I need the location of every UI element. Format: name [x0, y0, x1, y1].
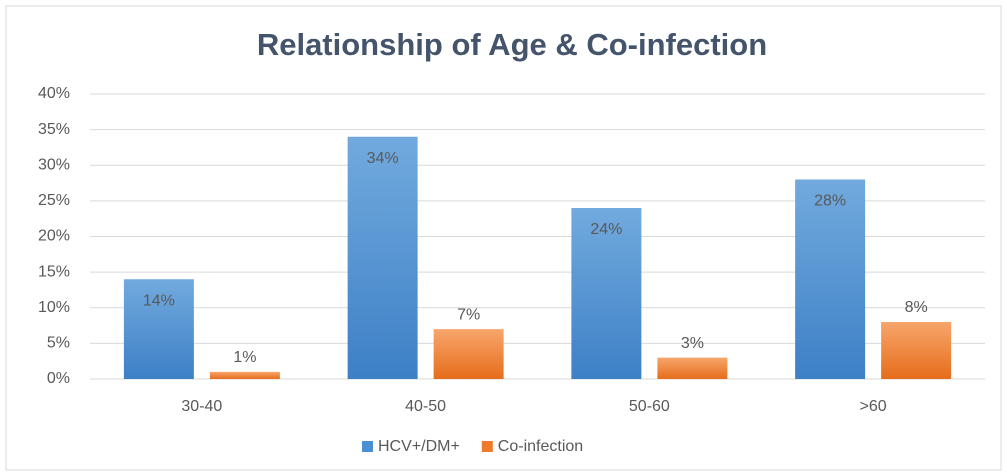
- bar: [123, 279, 194, 379]
- data-label: 14%: [143, 292, 175, 309]
- x-tick-label: 30-40: [181, 398, 222, 415]
- bar: [881, 322, 952, 379]
- bar: [347, 136, 418, 379]
- y-tick-label: 15%: [38, 263, 70, 280]
- bar: [571, 208, 642, 379]
- bar: [657, 357, 728, 379]
- bar: [795, 179, 866, 379]
- legend-swatch: [362, 441, 373, 452]
- y-tick-label: 40%: [38, 85, 70, 102]
- legend-label: Co-infection: [498, 438, 583, 455]
- data-label: 1%: [233, 349, 256, 366]
- y-tick-label: 35%: [38, 121, 70, 138]
- legend-label: HCV+/DM+: [378, 438, 460, 455]
- bar: [209, 371, 280, 379]
- x-tick-label: 50-60: [629, 398, 670, 415]
- chart-title: Relationship of Age & Co-infection: [257, 27, 767, 62]
- y-tick-label: 30%: [38, 156, 70, 173]
- data-label: 8%: [905, 299, 928, 316]
- data-label: 7%: [457, 306, 480, 323]
- y-tick-label: 10%: [38, 299, 70, 316]
- bar: [433, 329, 504, 379]
- y-tick-label: 20%: [38, 228, 70, 245]
- data-label: 28%: [814, 193, 846, 210]
- x-tick-label: >60: [860, 398, 887, 415]
- data-label: 24%: [590, 221, 622, 238]
- data-label: 3%: [681, 335, 704, 352]
- y-tick-label: 0%: [47, 370, 70, 387]
- y-tick-label: 5%: [47, 335, 70, 352]
- legend-swatch: [481, 441, 493, 452]
- data-label: 34%: [367, 150, 399, 167]
- y-tick-label: 25%: [38, 192, 70, 209]
- x-tick-label: 40-50: [405, 398, 446, 415]
